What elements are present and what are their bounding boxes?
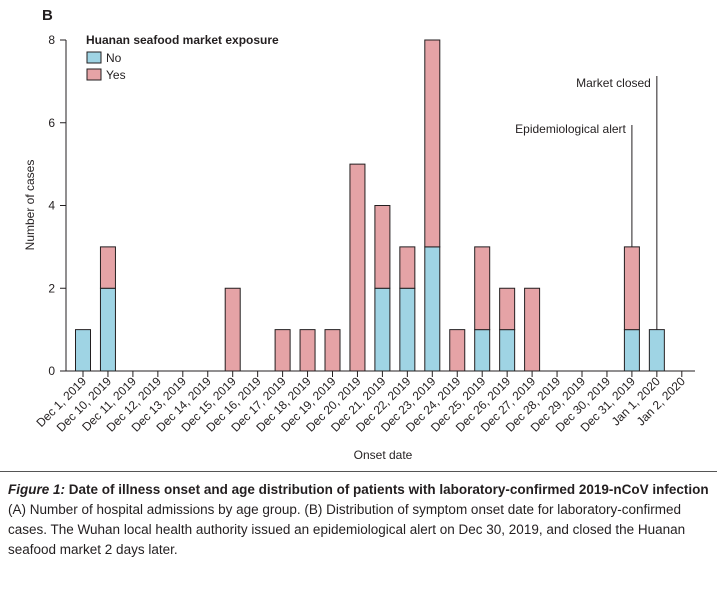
- annotation: Epidemiological alert: [515, 122, 626, 136]
- bar-segment: [399, 246, 416, 289]
- annotation: Market closed: [576, 76, 651, 90]
- y-tick-label: 0: [48, 364, 55, 378]
- bar-segment: [99, 287, 116, 372]
- caption-label: Figure 1:: [8, 482, 66, 497]
- y-axis-label: Number of cases: [23, 160, 37, 251]
- bar-segment: [374, 205, 391, 289]
- bar-segment: [224, 287, 241, 372]
- caption-text: (A) Number of hospital admissions by age…: [8, 502, 686, 557]
- caption-title: Date of illness onset and age distributi…: [68, 482, 709, 497]
- bar-segment: [399, 287, 416, 372]
- bar-segment: [374, 287, 391, 372]
- legend-title: Huanan seafood market exposure: [86, 33, 279, 47]
- y-tick-label: 4: [48, 199, 55, 213]
- x-axis-label: Onset date: [354, 448, 413, 462]
- bar-segment: [274, 329, 291, 372]
- bar-segment: [623, 246, 640, 331]
- bar-segment: [424, 246, 441, 372]
- y-tick-label: 8: [48, 33, 55, 47]
- bar-segment: [349, 163, 366, 372]
- bar-segment: [524, 287, 541, 372]
- legend-swatch: [86, 68, 102, 81]
- bar-segment: [99, 246, 116, 289]
- y-tick-label: 6: [48, 116, 55, 130]
- bar-segment: [499, 287, 516, 331]
- legend-label: Yes: [106, 68, 126, 82]
- legend-swatch: [86, 51, 102, 64]
- bar-segment: [324, 329, 341, 372]
- bar-segment: [499, 329, 516, 372]
- legend-label: No: [106, 51, 122, 65]
- bar-segment: [474, 246, 491, 331]
- bar-segment: [75, 329, 91, 372]
- bar-segment: [449, 329, 466, 372]
- bar-segment: [299, 329, 316, 372]
- y-tick-label: 2: [48, 281, 55, 295]
- chart: B Number of cases Onset date Huanan seaf…: [23, 7, 695, 462]
- caption-heading: Figure 1: Date of illness onset and age …: [8, 480, 711, 500]
- bar-segment: [424, 39, 441, 248]
- caption: Figure 1: Date of illness onset and age …: [0, 471, 717, 560]
- bar-segment: [648, 329, 665, 372]
- bar-segment: [623, 329, 640, 372]
- panel-label: B: [42, 7, 53, 24]
- bar-segment: [474, 329, 491, 372]
